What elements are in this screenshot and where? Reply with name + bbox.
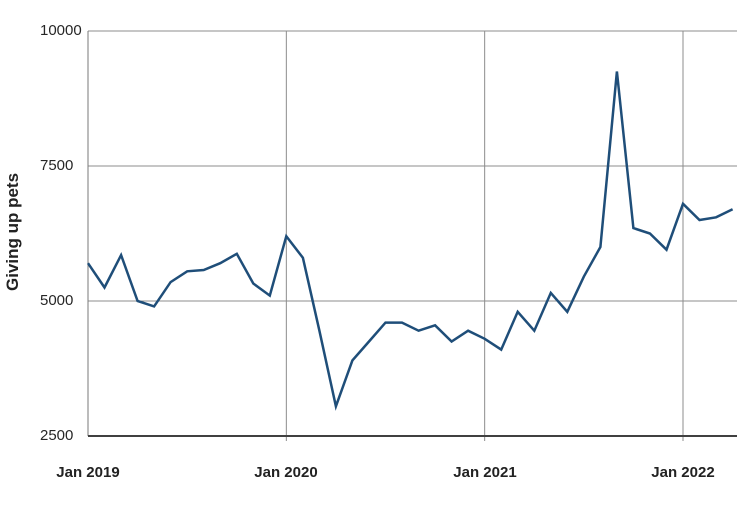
x-tick-label: Jan 2021 — [453, 464, 517, 481]
y-tick-label: 10000 — [40, 22, 82, 39]
y-tick-label: 2500 — [40, 427, 74, 444]
y-tick-label: 7500 — [40, 157, 74, 174]
y-tick-label: 5000 — [40, 292, 74, 309]
data-series-line — [86, 71, 734, 411]
x-tick-label: Jan 2022 — [651, 464, 715, 481]
x-tick-label: Jan 2020 — [254, 464, 318, 481]
x-tick-label: Jan 2019 — [56, 464, 120, 481]
